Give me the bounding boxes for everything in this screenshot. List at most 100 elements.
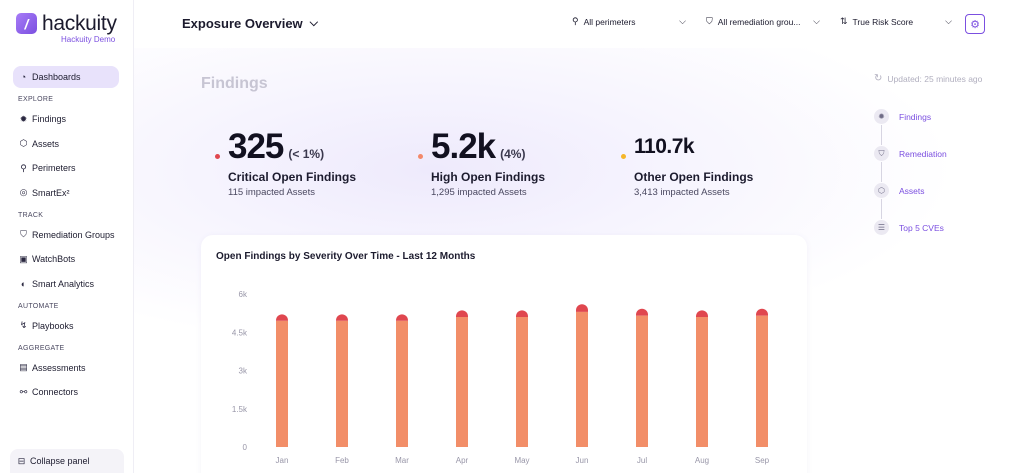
bar-segment-high[interactable]	[756, 315, 768, 447]
section-stepper: ✹ Findings ⛉ Remediation ⬡ Assets ☰ Top …	[874, 108, 947, 256]
logo-mark-icon: /	[16, 13, 37, 34]
bar-segment-critical[interactable]	[696, 310, 708, 317]
refresh-icon[interactable]: ↻	[874, 73, 883, 84]
network-icon: ⚲	[572, 16, 579, 26]
score-selector[interactable]: ⇅ True Risk Score ⌵	[840, 16, 952, 27]
kpi-high[interactable]: 5.2k (4%) High Open Findings 1,295 impact…	[418, 128, 545, 198]
kpi-value: 110.7k	[634, 135, 695, 158]
bar-segment-high[interactable]	[336, 320, 348, 447]
bar-segment-high[interactable]	[456, 316, 468, 447]
severity-dot	[418, 154, 423, 159]
sidebar-item-smart-analytics[interactable]: ◐ Smart Analytics	[13, 273, 119, 295]
stepper-item-assets[interactable]: ⬡ Assets	[874, 182, 947, 199]
bar-segment-high[interactable]	[636, 315, 648, 447]
stepper-label: Remediation	[899, 148, 947, 159]
sidebar-section-title: TRACK	[18, 211, 44, 219]
sidebar-item-findings[interactable]: ✹ Findings	[13, 108, 119, 130]
bar-segment-critical[interactable]	[636, 308, 648, 316]
sidebar-item-watchbots[interactable]: ▣ WatchBots	[13, 248, 119, 270]
sidebar-item-perimeters[interactable]: ⚲ Perimeters	[13, 157, 119, 179]
perimeters-filter[interactable]: ⚲ All perimeters ⌵	[572, 16, 686, 27]
collapse-label: Collapse panel	[30, 456, 90, 466]
chart-card: Open Findings by Severity Over Time - La…	[201, 235, 807, 473]
stepper-item-top-cves[interactable]: ☰ Top 5 CVEs	[874, 219, 947, 236]
sort-icon: ⇅	[840, 16, 848, 26]
bar-segment-critical[interactable]	[456, 310, 468, 317]
sidebar-item-label: Assets	[32, 138, 60, 149]
shield-icon: ⛉	[874, 146, 889, 161]
stepper-connector	[881, 162, 882, 182]
sidebar-item-connectors[interactable]: ⚯ Connectors	[13, 381, 119, 403]
dashboard-selector[interactable]: Exposure Overview ⌵	[182, 16, 318, 31]
sidebar-item-remediation-groups[interactable]: ⛉ Remediation Groups	[13, 224, 119, 246]
chart-title: Open Findings by Severity Over Time - La…	[216, 251, 476, 262]
sidebar-item-playbooks[interactable]: ↯ Playbooks	[13, 315, 119, 337]
bar-segment-critical[interactable]	[336, 314, 348, 321]
bar-segment-high[interactable]	[516, 316, 528, 447]
updated-status: ↻ Updated: 25 minutes ago	[874, 73, 982, 84]
stepper-item-remediation[interactable]: ⛉ Remediation	[874, 145, 947, 162]
sidebar-item-assets[interactable]: ⬡ Assets	[13, 133, 119, 155]
x-tick-label: Jun	[576, 456, 589, 465]
sidebar-item-label: Dashboards	[32, 72, 81, 82]
bar-segment-critical[interactable]	[756, 308, 768, 316]
stepper-label: Top 5 CVEs	[899, 222, 944, 233]
section-title: Findings	[201, 75, 268, 92]
sidebar-item-label: Assessments	[32, 362, 86, 373]
sidebar-item-smartex[interactable]: ◎ SmartEx²	[13, 182, 119, 204]
kpi-subtext: 1,295 impacted Assets	[431, 187, 527, 198]
score-selector-label: True Risk Score	[852, 16, 914, 27]
chevron-down-icon: ⌵	[309, 17, 319, 29]
database-icon: ☰	[874, 220, 889, 235]
sidebar-item-label: SmartEx²	[32, 187, 70, 198]
sidebar-item-assessments[interactable]: ▤ Assessments	[13, 357, 119, 379]
sidebar-section-title: AUTOMATE	[18, 302, 59, 310]
y-tick-label: 4.5k	[232, 328, 248, 337]
kpi-value: 325	[228, 127, 284, 166]
app-subtitle: Hackuity Demo	[61, 35, 116, 44]
sidebar-section-title: EXPLORE	[18, 96, 54, 103]
kpi-other[interactable]: 110.7k Other Open Findings 3,413 impacte…	[621, 128, 753, 198]
playbook-icon: ↯	[19, 320, 28, 330]
kpi-label: Critical Open Findings	[228, 170, 357, 184]
kpi-subtext: 115 impacted Assets	[228, 187, 315, 198]
stepper-item-findings[interactable]: ✹ Findings	[874, 108, 947, 125]
x-tick-label: May	[514, 456, 529, 465]
bar-chart: 0 1.5k 3k 4.5k 6k Jan Feb Mar Apr May Jun Jul Aug Sep	[232, 290, 770, 465]
bar-segment-critical[interactable]	[516, 310, 528, 317]
y-tick-label: 3k	[239, 367, 248, 376]
remediation-filter[interactable]: ⛉ All remediation grou... ⌵	[706, 16, 820, 27]
bar-segment-critical[interactable]	[396, 314, 408, 321]
chevron-down-icon: ⌵	[813, 16, 820, 26]
sidebar-item-label: Smart Analytics	[32, 278, 95, 289]
collapse-icon: ⊟	[17, 455, 26, 466]
bar-segment-high[interactable]	[696, 316, 708, 447]
x-tick-label: Mar	[395, 456, 409, 465]
sidebar-item-label: Perimeters	[32, 163, 76, 173]
sidebar-item-dashboards[interactable]: ◔ Dashboards	[13, 66, 119, 88]
dashboard-icon: ◔	[20, 72, 27, 82]
sidebar-item-label: Playbooks	[32, 320, 74, 331]
bar-segment-critical[interactable]	[276, 314, 288, 321]
main-content: Exposure Overview ⌵ ⚲ All perimeters ⌵ ⛉…	[134, 0, 1032, 473]
y-tick-label: 6k	[239, 290, 248, 299]
kpi-subtext: 3,413 impacted Assets	[634, 187, 730, 198]
network-icon: ⚲	[20, 162, 27, 173]
bar-segment-high[interactable]	[576, 311, 588, 447]
updated-text: Updated: 25 minutes ago	[887, 73, 983, 84]
bar-segment-high[interactable]	[396, 320, 408, 447]
x-tick-label: Apr	[456, 456, 469, 465]
logo[interactable]: / hackuity Hackuity Demo	[16, 13, 117, 44]
cube-icon: ⬡	[19, 138, 28, 148]
perimeters-filter-label: All perimeters	[583, 16, 636, 27]
gear-icon: ⚙	[970, 18, 980, 31]
collapse-panel-button[interactable]: ⊟ Collapse panel	[10, 449, 124, 473]
bar-segment-critical[interactable]	[576, 304, 588, 312]
remediation-filter-label: All remediation grou...	[717, 16, 801, 27]
app-name: hackuity	[42, 12, 117, 35]
settings-button[interactable]: ⚙	[965, 14, 985, 34]
bar-segment-high[interactable]	[276, 320, 288, 447]
kpi-critical[interactable]: 325 (< 1%) Critical Open Findings 115 imp…	[215, 127, 357, 198]
top-bar: Exposure Overview ⌵ ⚲ All perimeters ⌵ ⛉…	[134, 0, 1032, 48]
chevron-down-icon: ⌵	[679, 16, 686, 26]
